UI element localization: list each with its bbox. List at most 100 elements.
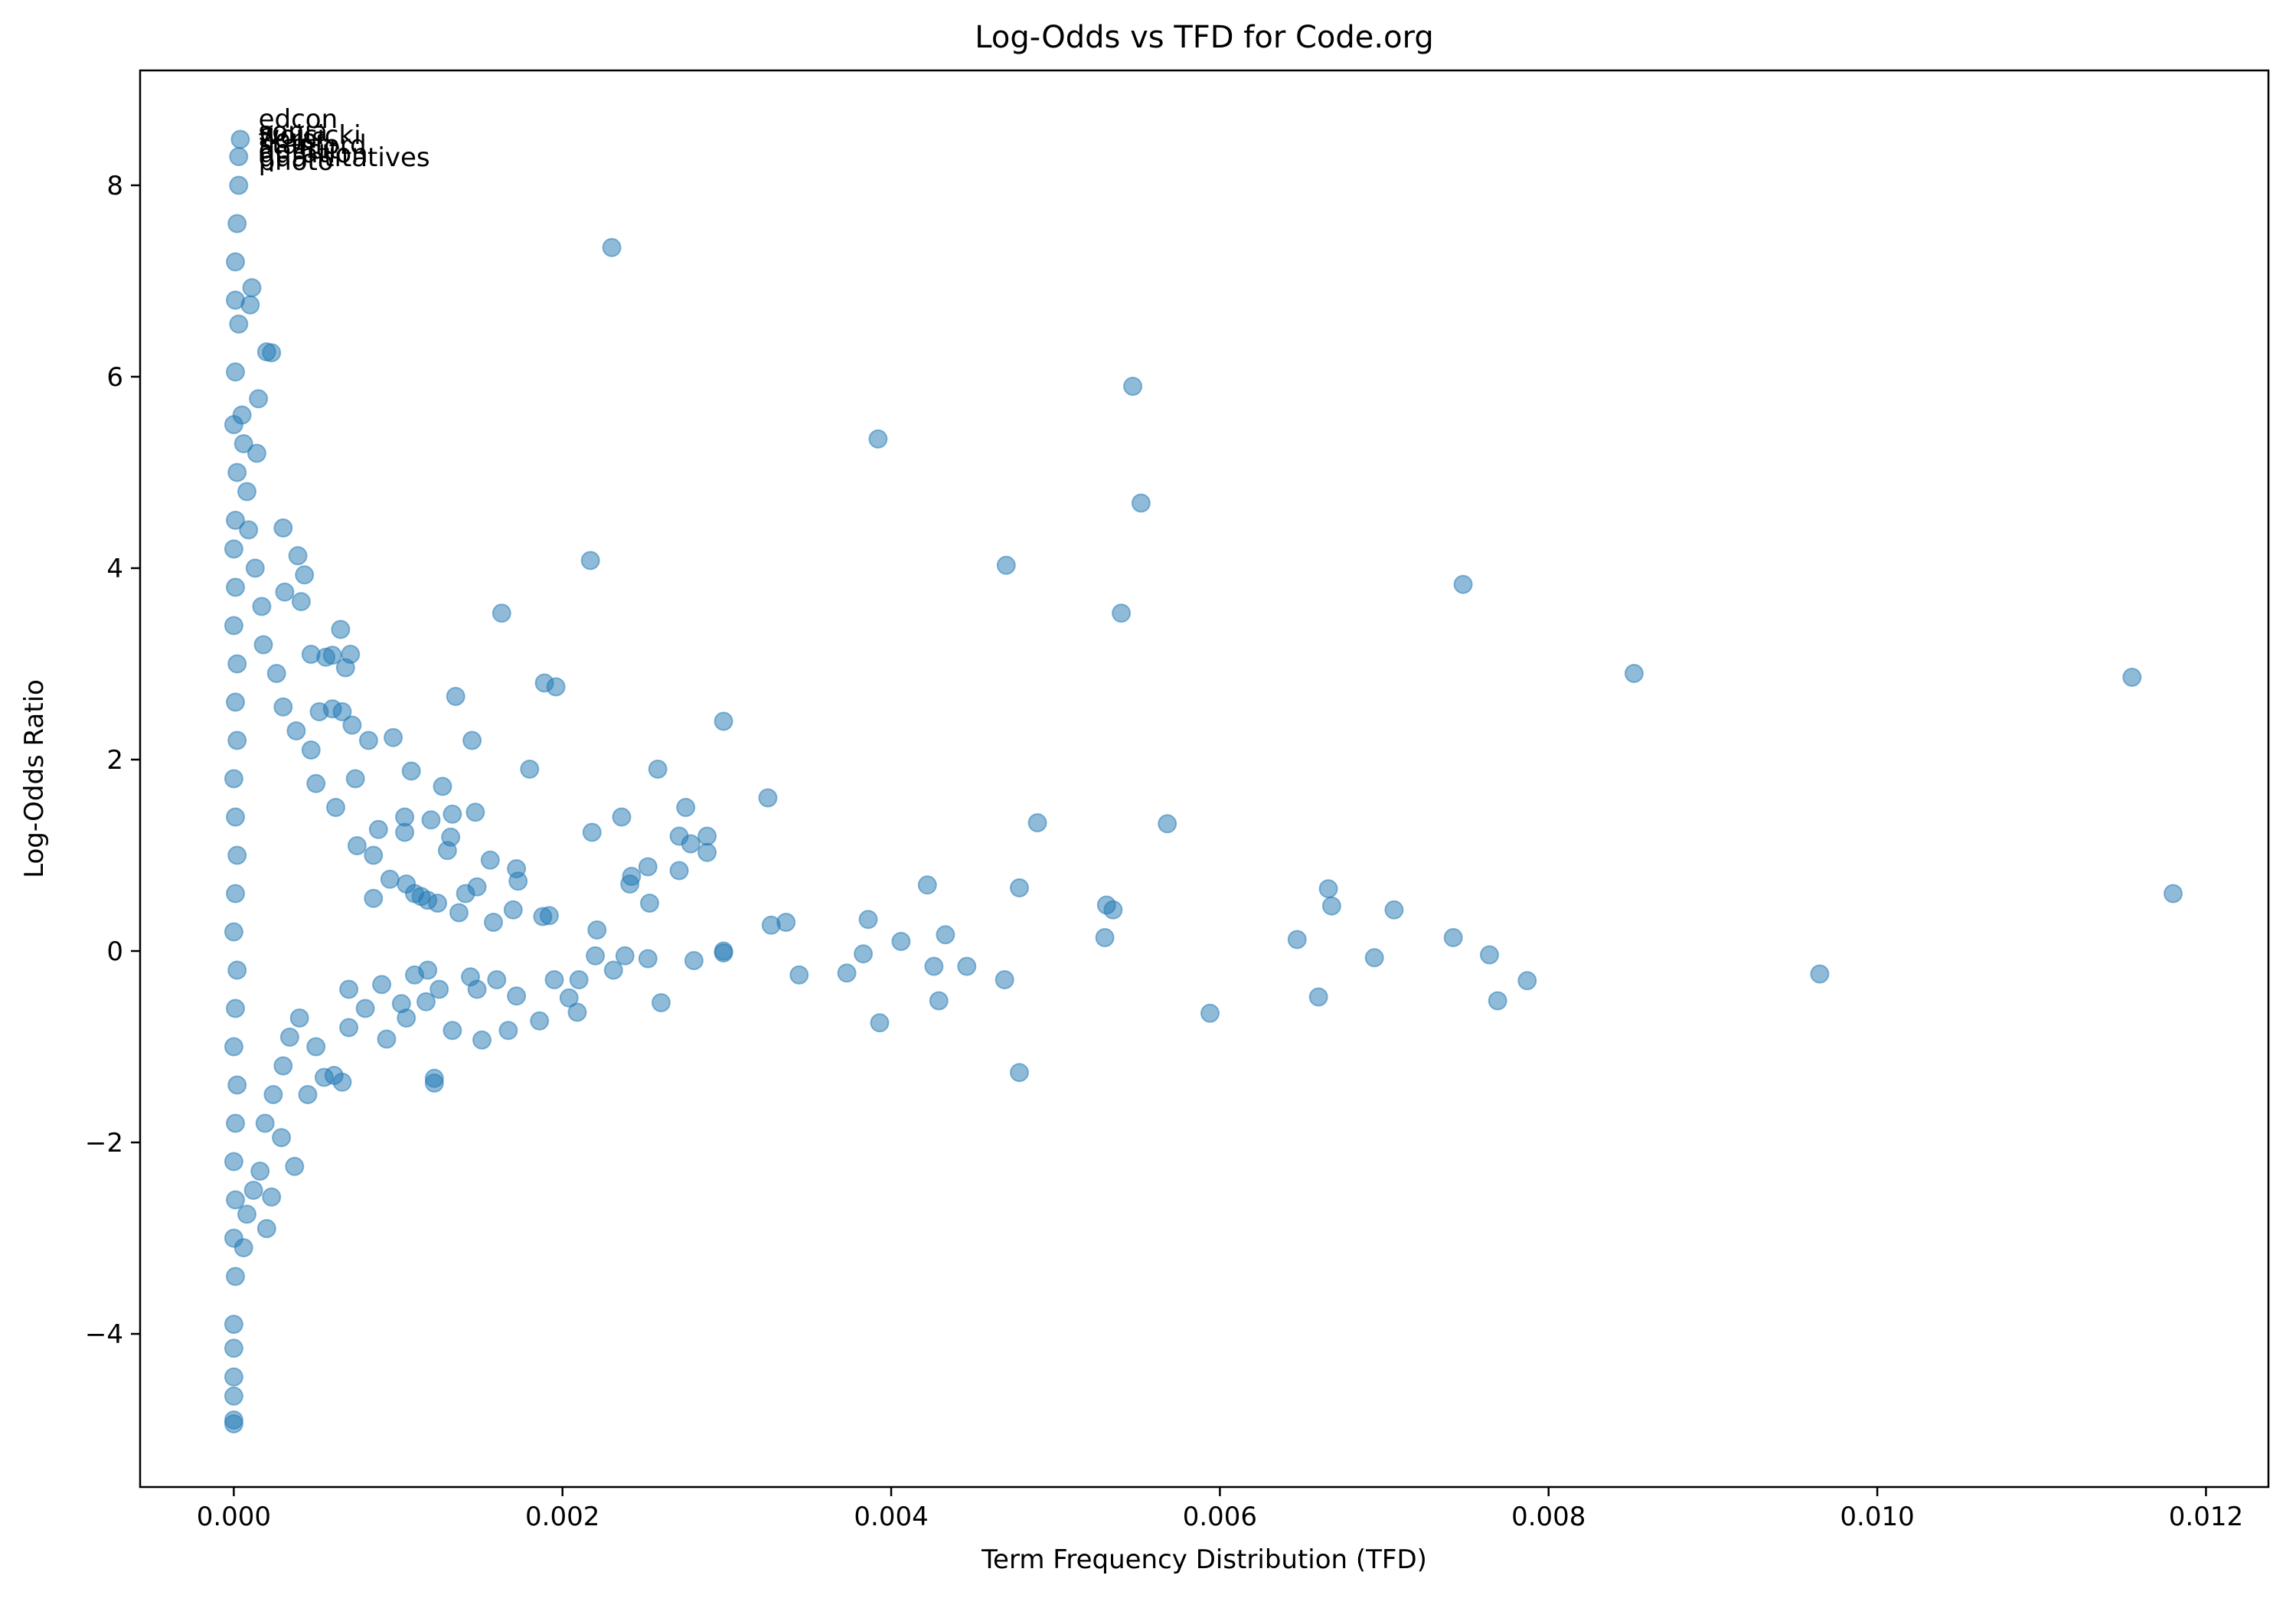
x-tick-label: 0.008	[1511, 1502, 1586, 1532]
data-point	[546, 677, 566, 697]
data-point	[227, 845, 247, 865]
data-point	[587, 920, 607, 940]
data-point	[1200, 1003, 1220, 1023]
data-point	[230, 129, 250, 149]
data-point	[273, 518, 293, 538]
data-point	[239, 520, 259, 540]
data-point	[669, 861, 689, 881]
data-point	[262, 343, 282, 363]
data-point	[615, 946, 635, 966]
data-point	[684, 951, 704, 970]
data-point	[1488, 991, 1507, 1011]
data-point	[544, 970, 564, 989]
data-point	[1443, 928, 1463, 947]
data-point	[530, 1011, 550, 1031]
data-point	[226, 884, 245, 904]
data-point	[245, 558, 265, 578]
data-point	[2122, 668, 2142, 687]
data-point	[358, 730, 378, 750]
data-point	[341, 645, 361, 664]
point-annotation: stanford	[259, 130, 367, 161]
data-point	[580, 551, 600, 570]
data-point	[1321, 896, 1341, 916]
data-point	[1131, 493, 1151, 513]
data-point	[224, 1315, 243, 1334]
data-point	[1103, 900, 1123, 920]
data-point	[377, 1029, 397, 1049]
data-point	[226, 1113, 245, 1133]
data-point	[1158, 814, 1177, 834]
data-point	[226, 252, 245, 272]
data-point	[295, 565, 315, 585]
data-point	[640, 894, 659, 913]
data-point	[612, 807, 632, 827]
data-point	[503, 900, 523, 920]
data-point	[416, 992, 436, 1012]
data-point	[226, 807, 245, 827]
data-point	[224, 922, 243, 942]
data-point	[309, 702, 329, 721]
data-point	[1010, 878, 1029, 897]
x-tick-label: 0.010	[1840, 1502, 1914, 1532]
data-point	[1010, 1063, 1029, 1083]
data-point	[433, 776, 452, 796]
point-annotation: wojcicki	[259, 120, 361, 151]
data-point	[484, 913, 503, 932]
data-point	[868, 429, 888, 449]
data-point	[676, 798, 696, 817]
data-point	[405, 884, 424, 904]
y-axis-label: Log-Odds Ratio	[19, 679, 50, 878]
data-point	[1287, 930, 1307, 949]
data-point	[232, 405, 252, 425]
data-point	[449, 903, 469, 923]
data-point	[224, 769, 243, 789]
y-tick-label: −2	[85, 1128, 123, 1159]
data-point	[306, 1037, 326, 1057]
data-point	[226, 1266, 245, 1286]
data-point	[418, 960, 438, 980]
x-tick-label: 0.000	[197, 1502, 271, 1532]
data-point	[243, 1181, 263, 1200]
data-point	[462, 730, 482, 750]
data-point	[234, 1238, 253, 1257]
data-point	[638, 949, 658, 969]
data-point	[586, 946, 606, 966]
data-point	[924, 956, 944, 976]
data-point	[226, 577, 245, 597]
data-point	[638, 857, 658, 877]
data-point	[789, 965, 809, 985]
data-point	[227, 462, 247, 482]
data-point	[648, 760, 668, 779]
data-point	[401, 761, 421, 781]
data-point	[224, 1338, 243, 1358]
data-point	[339, 1018, 359, 1038]
y-tick-label: 6	[106, 362, 123, 393]
data-point	[301, 740, 321, 760]
data-point	[384, 727, 403, 747]
data-point	[289, 1008, 309, 1028]
data-point	[1123, 377, 1143, 396]
data-point	[569, 970, 589, 989]
x-tick-label: 0.006	[1183, 1502, 1257, 1532]
data-point	[1308, 987, 1328, 1007]
data-point	[1318, 879, 1338, 899]
data-point	[224, 616, 243, 636]
y-tick-label: 4	[106, 554, 123, 584]
data-point	[339, 979, 359, 999]
data-point	[1453, 574, 1473, 594]
data-point	[250, 1162, 270, 1181]
data-point	[480, 850, 500, 870]
data-point	[994, 970, 1014, 989]
data-point	[224, 1152, 243, 1172]
data-point	[306, 773, 326, 793]
data-point	[582, 822, 602, 842]
data-point	[322, 645, 342, 665]
data-point	[1384, 900, 1404, 920]
data-point	[262, 1187, 282, 1207]
data-point	[1810, 964, 1830, 984]
data-point	[242, 278, 262, 298]
data-point	[227, 214, 247, 234]
data-point	[391, 994, 411, 1014]
data-point	[224, 1367, 243, 1387]
